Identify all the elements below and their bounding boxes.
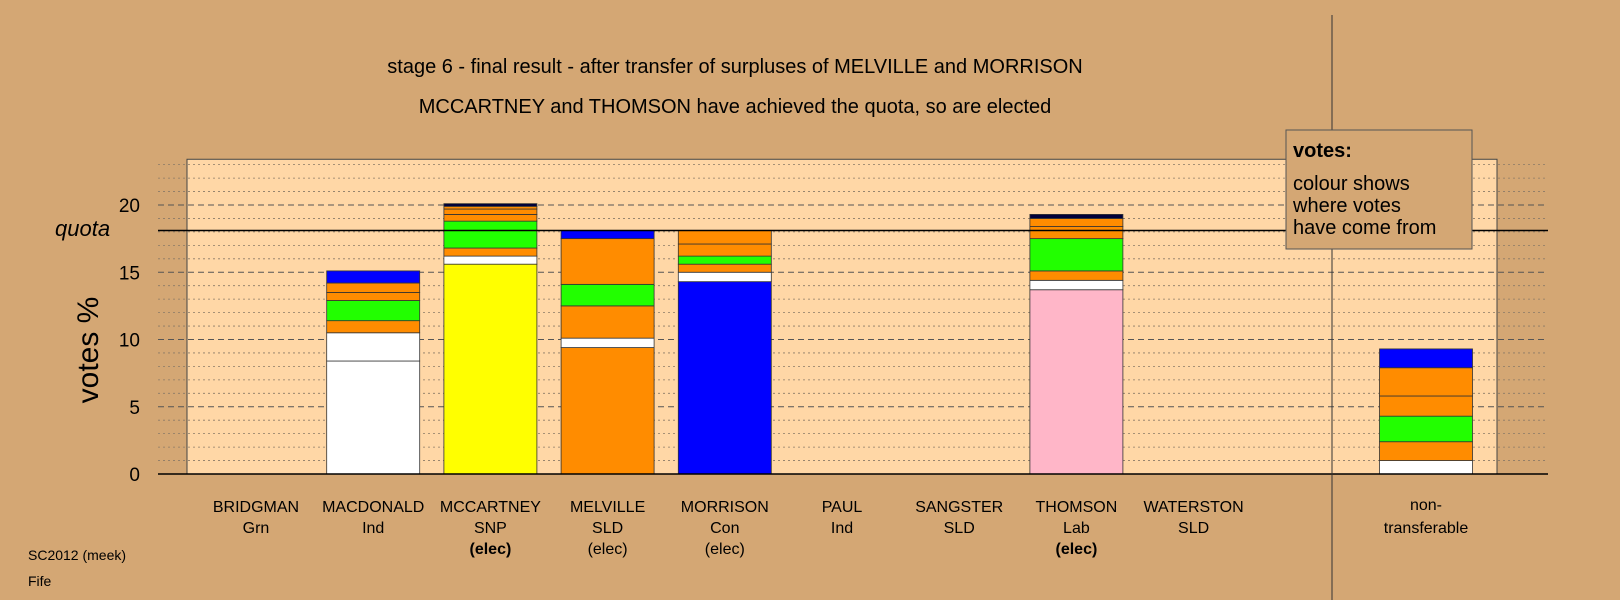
- bar-segment: [677, 271, 772, 283]
- bar-segment: [1029, 226, 1124, 240]
- bar-thomson: [1029, 214, 1124, 475]
- y-tick-label: 0: [129, 465, 140, 486]
- candidate-party: SLD: [1178, 520, 1209, 537]
- bar-segment: [443, 214, 538, 222]
- bar-segment: [677, 255, 772, 265]
- nontransferable-label-1: non-: [1410, 497, 1442, 514]
- quota-label: quota: [55, 216, 110, 241]
- bar-segment: [677, 243, 772, 257]
- candidate-party: SLD: [944, 520, 975, 537]
- legend-line-1: colour shows: [1293, 173, 1410, 195]
- candidate-party: Lab: [1063, 520, 1090, 537]
- bar-stacks: [326, 203, 1473, 475]
- candidate-labels: BRIDGMAN Grn MACDONALD Ind MCCARTNEY SNP (elec…: [213, 497, 1468, 558]
- candidate-party: Ind: [362, 520, 384, 537]
- bar-segment: [443, 208, 538, 215]
- bar-melville: [560, 230, 655, 475]
- footer-area: Fife: [28, 573, 52, 589]
- bar-segment: [1029, 279, 1124, 291]
- bar-segment: [677, 263, 772, 273]
- candidate-elected: (elec): [588, 541, 628, 558]
- bar-segment: [560, 230, 655, 240]
- legend-line-3: have come from: [1293, 217, 1436, 239]
- bar-segment: [326, 282, 421, 293]
- bar-segment: [443, 247, 538, 257]
- bar-segment: [443, 255, 538, 265]
- legend-box: votes: colour shows where votes have com…: [1285, 129, 1473, 250]
- candidate-party: Con: [710, 520, 739, 537]
- bar-segment: [677, 281, 772, 475]
- y-tick-label: 20: [119, 196, 140, 217]
- bar-segment: [560, 347, 655, 475]
- bar-segment: [326, 300, 421, 322]
- bar-segment: [1029, 218, 1124, 227]
- bar-segment: [1029, 270, 1124, 281]
- candidate-party: Grn: [243, 520, 270, 537]
- y-tick-labels: 0 5 10 15 20: [119, 196, 140, 486]
- candidate-name: MACDONALD: [322, 499, 424, 516]
- candidate-name: THOMSON: [1036, 499, 1118, 516]
- bar-segment: [560, 238, 655, 285]
- legend-title: votes:: [1293, 140, 1352, 162]
- bar-segment: [1029, 214, 1124, 219]
- bar-segment: [326, 270, 421, 284]
- bar-segment: [326, 360, 421, 475]
- bar-segment: [326, 320, 421, 334]
- bar-mccartney: [443, 203, 538, 475]
- chart-subtitle: MCCARTNEY and THOMSON have achieved the …: [419, 96, 1052, 118]
- chart-title: stage 6 - final result - after transfer …: [387, 56, 1082, 78]
- y-tick-label: 5: [129, 398, 140, 419]
- candidate-name: MELVILLE: [570, 499, 645, 516]
- candidate-name: MCCARTNEY: [440, 499, 541, 516]
- candidate-name: BRIDGMAN: [213, 499, 299, 516]
- bar-morrison: [677, 230, 772, 475]
- bar-nontransferable: [1379, 348, 1473, 475]
- legend-frame: [1285, 129, 1473, 250]
- nontransferable-label-2: transferable: [1384, 520, 1469, 537]
- candidate-elected: (elec): [470, 541, 512, 558]
- candidate-name: WATERSTON: [1144, 499, 1244, 516]
- candidate-elected: (elec): [705, 541, 745, 558]
- y-tick-label: 10: [119, 331, 140, 352]
- bar-segment: [326, 292, 421, 301]
- bar-segment: [326, 332, 421, 362]
- y-axis-label: votes %: [72, 297, 105, 404]
- legend-line-2: where votes: [1292, 195, 1401, 217]
- bar-segment: [443, 203, 538, 207]
- bar-segment: [1379, 395, 1473, 417]
- candidate-elected: (elec): [1056, 541, 1098, 558]
- candidate-party: SNP: [474, 520, 507, 537]
- bar-segment: [443, 205, 538, 210]
- y-tick-label: 15: [119, 263, 140, 284]
- bar-segment: [1029, 238, 1124, 272]
- candidate-party: Ind: [831, 520, 853, 537]
- candidate-party: SLD: [592, 520, 623, 537]
- candidate-name: SANGSTER: [915, 499, 1003, 516]
- bar-segment: [677, 230, 772, 245]
- bar-segment: [1379, 460, 1473, 475]
- candidate-name: MORRISON: [681, 499, 769, 516]
- bar-segment: [1379, 415, 1473, 443]
- bar-segment: [1379, 348, 1473, 369]
- bar-macdonald: [326, 270, 421, 475]
- bar-segment: [1029, 289, 1124, 475]
- bar-segment: [1379, 441, 1473, 461]
- footer-method: SC2012 (meek): [28, 547, 126, 563]
- bar-segment: [560, 337, 655, 348]
- candidate-name: PAUL: [822, 499, 863, 516]
- bar-segment: [443, 263, 538, 475]
- bar-segment: [560, 283, 655, 307]
- bar-segment: [1379, 367, 1473, 397]
- bar-segment: [560, 305, 655, 339]
- bar-segment: [443, 220, 538, 249]
